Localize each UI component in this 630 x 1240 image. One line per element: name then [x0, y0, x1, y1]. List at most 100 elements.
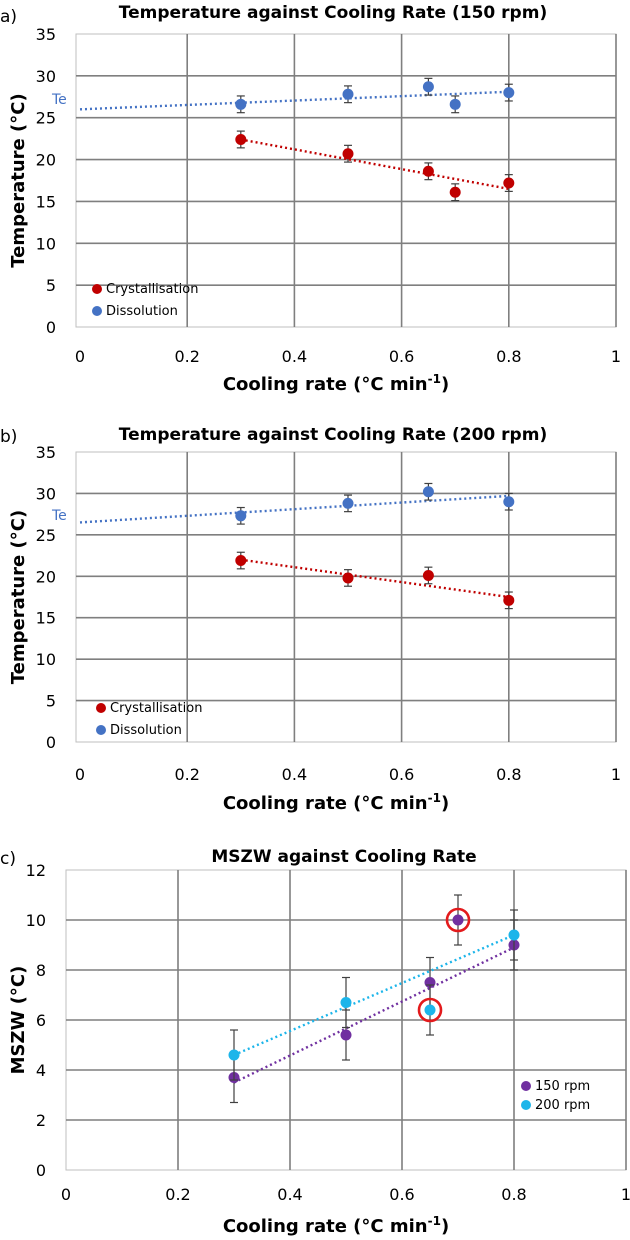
chart-title: Temperature against Cooling Rate (150 rp… — [119, 3, 547, 23]
legend-marker — [96, 725, 106, 735]
y-tick-label: 5 — [46, 276, 56, 295]
legend-marker — [521, 1081, 531, 1091]
y-tick-label: 10 — [36, 234, 56, 253]
x-tick-label: 1 — [611, 347, 621, 366]
data-point — [503, 594, 515, 606]
data-point — [342, 148, 354, 160]
trendline — [79, 494, 509, 524]
data-point — [449, 186, 461, 198]
data-point — [340, 997, 352, 1008]
x-tick-label: 0.8 — [496, 347, 521, 366]
x-tick-label: 0.8 — [501, 1185, 526, 1204]
series-crystallisation — [235, 130, 515, 202]
y-tick-label: 0 — [46, 733, 56, 752]
x-tick-label: 0 — [61, 1185, 71, 1204]
data-point — [235, 98, 247, 110]
y-tick-label: 35 — [36, 443, 56, 462]
x-tick-label: 0.8 — [496, 765, 521, 784]
data-point — [503, 177, 515, 189]
legend-label: 200 rpm — [535, 1098, 590, 1113]
x-axis-title: Cooling rate (°C min-1) — [223, 791, 449, 814]
y-tick-label: 5 — [46, 692, 56, 711]
legend-label: Crystallisation — [106, 282, 198, 297]
data-point — [449, 98, 461, 110]
y-axis-title: Temperature (°C) — [8, 510, 29, 684]
x-tick-label: 1 — [621, 1185, 630, 1204]
legend-marker — [92, 284, 102, 294]
y-tick-label: 10 — [26, 911, 46, 930]
trendline — [240, 138, 510, 191]
y-tick-label: 25 — [36, 526, 56, 545]
x-tick-label: 0 — [75, 347, 85, 366]
data-point — [228, 1049, 240, 1061]
data-point — [235, 555, 247, 567]
y-tick-label: 10 — [36, 650, 56, 669]
x-tick-label: 0.4 — [282, 347, 307, 366]
y-tick-label: 35 — [36, 25, 56, 44]
x-tick-label: 0.2 — [165, 1185, 190, 1204]
y-tick-label: 2 — [36, 1111, 46, 1130]
legend: 150 rpm 200 rpm — [521, 1079, 590, 1113]
legend-label: Dissolution — [110, 723, 182, 738]
chart-title: MSZW against Cooling Rate — [211, 847, 476, 867]
y-tick-label: 30 — [36, 67, 56, 86]
x-tick-label: 0 — [75, 765, 85, 784]
y-tick-label: 25 — [36, 109, 56, 128]
highlight-circle — [417, 997, 443, 1023]
data-point — [340, 1029, 352, 1041]
y-tick-label: 6 — [36, 1011, 46, 1030]
x-tick-label: 0.2 — [174, 347, 199, 366]
trendline — [79, 90, 509, 111]
legend-label: 150 rpm — [535, 1079, 590, 1094]
legend: Crystallisation Dissolution — [92, 282, 198, 319]
data-point — [422, 165, 434, 177]
trendline — [240, 558, 509, 599]
x-axis-title: Cooling rate (°C min-1) — [223, 1214, 449, 1237]
trendline — [233, 933, 515, 1057]
x-tick-label: 0.6 — [389, 347, 414, 366]
y-tick-label: 0 — [46, 318, 56, 337]
legend-label: Crystallisation — [110, 701, 202, 716]
x-tick-label: 0.2 — [174, 765, 199, 784]
y-axis-title: MSZW (°C) — [8, 966, 29, 1075]
x-tick-label: 0.6 — [389, 765, 414, 784]
legend-marker — [521, 1100, 531, 1110]
data-point — [422, 569, 434, 581]
y-tick-label: 15 — [36, 192, 56, 211]
chart-title: Temperature against Cooling Rate (200 rp… — [119, 425, 547, 445]
te-annotation: Te — [51, 508, 67, 524]
data-point — [503, 496, 515, 508]
te-annotation: Te — [51, 92, 67, 108]
data-point — [235, 510, 247, 522]
data-point — [342, 572, 354, 584]
x-tick-label: 0.4 — [282, 765, 307, 784]
data-point — [422, 486, 434, 498]
series-crystallisation — [235, 551, 515, 610]
y-tick-label: 30 — [36, 484, 56, 503]
legend: Crystallisation Dissolution — [96, 701, 202, 738]
x-tick-label: 0.6 — [389, 1185, 414, 1204]
panel-letter: a) — [0, 7, 17, 27]
series-200-rpm — [228, 909, 520, 1081]
series-dissolution — [79, 482, 515, 525]
series-dissolution — [79, 77, 515, 114]
data-point — [508, 929, 520, 941]
data-point — [424, 1004, 436, 1016]
highlight-circle — [445, 907, 471, 933]
x-tick-label: 1 — [611, 765, 621, 784]
x-axis-title: Cooling rate (°C min-1) — [223, 372, 449, 395]
y-tick-label: 15 — [36, 609, 56, 628]
data-point — [422, 81, 434, 93]
y-tick-label: 20 — [36, 151, 56, 170]
panel-letter: b) — [0, 427, 17, 447]
x-tick-label: 0.4 — [277, 1185, 302, 1204]
data-point — [452, 914, 464, 926]
data-point — [342, 497, 354, 509]
y-tick-label: 8 — [36, 961, 46, 980]
y-tick-label: 0 — [36, 1161, 46, 1180]
y-tick-label: 4 — [36, 1061, 46, 1080]
